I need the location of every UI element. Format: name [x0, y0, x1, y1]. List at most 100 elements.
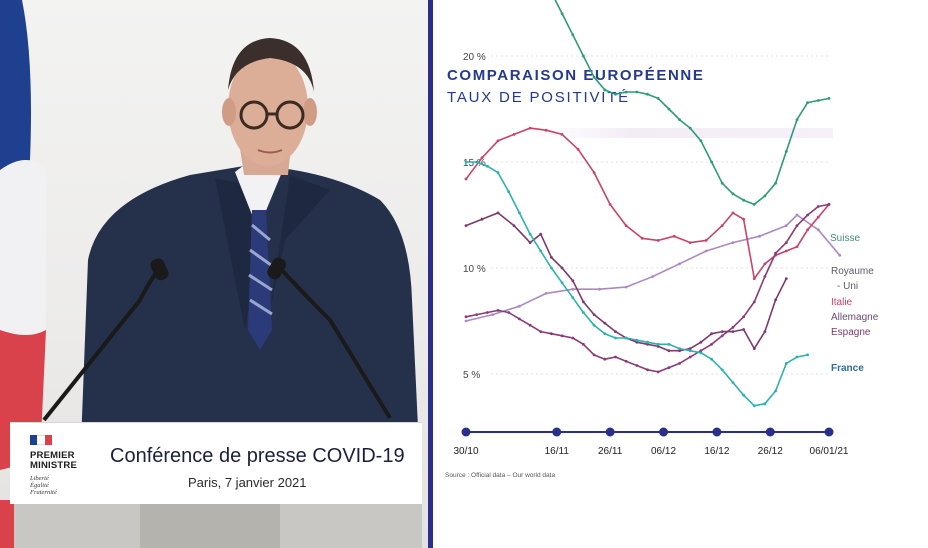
data-point	[592, 313, 596, 316]
data-point	[816, 205, 820, 208]
chart-subtitle: TAUX DE POSITIVITÉ	[447, 89, 630, 106]
data-point	[571, 287, 575, 291]
logo-title-line2: MINISTRE	[30, 460, 77, 471]
data-point	[731, 241, 735, 245]
data-point	[667, 107, 671, 111]
data-point	[464, 177, 468, 181]
data-point	[672, 234, 676, 238]
logo-title-line1: PREMIER	[30, 450, 75, 461]
data-point	[731, 330, 735, 333]
data-point	[646, 342, 649, 346]
data-point	[603, 88, 607, 92]
data-point	[560, 334, 564, 338]
data-point	[560, 266, 564, 270]
speaker-head	[228, 50, 308, 166]
data-point	[806, 101, 809, 104]
data-point	[806, 353, 809, 357]
data-point	[603, 332, 607, 336]
data-point	[544, 292, 548, 295]
data-point	[528, 232, 532, 236]
data-point	[806, 228, 809, 232]
data-point	[592, 75, 596, 79]
data-point	[582, 342, 585, 346]
data-point	[742, 217, 745, 221]
data-point	[518, 317, 521, 321]
data-point	[678, 118, 681, 121]
x-tick-label: 30/10	[453, 446, 478, 457]
data-point	[550, 256, 553, 259]
y-tick-label: 15 %	[463, 158, 486, 169]
data-point	[720, 334, 724, 338]
data-point	[464, 160, 468, 164]
data-point	[598, 287, 601, 291]
data-point	[774, 389, 777, 393]
data-point	[763, 275, 767, 278]
speaker-scene	[0, 0, 422, 548]
data-point	[758, 234, 761, 238]
series-line-espagne	[465, 212, 788, 352]
data-point	[720, 368, 724, 372]
microphone-right	[278, 266, 392, 420]
data-point	[763, 330, 767, 333]
data-point	[699, 139, 703, 143]
chart-top-band	[493, 128, 833, 138]
data-point	[710, 342, 713, 346]
data-point	[539, 330, 543, 333]
data-point	[656, 370, 660, 374]
x-axis-dot	[712, 427, 722, 437]
series-line-france	[466, 161, 808, 407]
data-point	[742, 393, 745, 397]
data-point	[635, 90, 639, 94]
series-espagne	[464, 211, 788, 353]
chart-panel: COMPARAISON EUROPÉENNE TAUX DE POSITIVIT…	[433, 0, 928, 548]
data-point	[496, 171, 500, 175]
data-point	[752, 404, 756, 408]
data-point	[571, 33, 575, 37]
data-point	[624, 285, 628, 289]
data-point	[752, 277, 756, 280]
data-point	[656, 345, 660, 348]
data-point	[464, 315, 468, 319]
data-point	[784, 224, 788, 228]
data-point	[614, 330, 617, 333]
x-tick-label: 16/11	[545, 446, 570, 457]
data-point	[699, 351, 703, 355]
data-point	[512, 224, 516, 228]
data-point	[635, 338, 639, 342]
label-royaume-uni-2: - Uni	[837, 281, 858, 292]
data-point	[582, 54, 585, 58]
data-point	[571, 279, 575, 283]
data-point	[816, 99, 820, 102]
data-point	[688, 349, 692, 353]
x-axis-dot	[659, 427, 669, 437]
data-point	[624, 90, 628, 94]
x-tick-label: 26/12	[758, 446, 783, 457]
data-point	[763, 402, 767, 406]
data-point	[731, 211, 735, 215]
data-point	[582, 311, 585, 314]
data-point	[464, 319, 468, 323]
data-point	[571, 296, 575, 300]
data-point	[624, 336, 628, 340]
data-point	[784, 249, 788, 253]
chart-source: Source : Official data – Our world data	[445, 472, 556, 479]
data-point	[752, 300, 756, 304]
data-point	[720, 330, 724, 333]
french-flag	[0, 0, 46, 470]
data-point	[667, 342, 671, 346]
series-france	[464, 160, 809, 408]
data-point	[688, 126, 692, 130]
series-line-royaume_uni	[465, 214, 841, 322]
data-point	[667, 349, 671, 353]
data-point	[651, 275, 655, 278]
data-point	[550, 266, 553, 270]
data-point	[742, 328, 745, 331]
panel-divider	[428, 0, 433, 548]
x-tick-label: 26/11	[598, 446, 623, 457]
data-point	[512, 133, 516, 136]
x-axis-dot	[765, 427, 775, 437]
y-tick-label: 5 %	[463, 370, 480, 381]
motto-liberte: Liberté	[30, 475, 49, 482]
data-point	[720, 181, 724, 185]
data-point	[624, 224, 628, 228]
